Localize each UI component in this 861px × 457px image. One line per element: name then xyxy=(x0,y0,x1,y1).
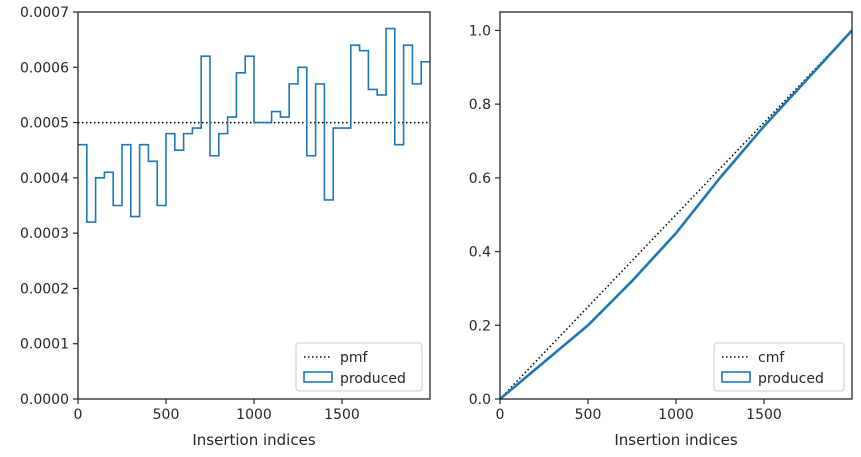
cmf-panel: 0 500 1000 1500 0.0 0.2 0.4 0.6 0.8 1.0 Insertion … xyxy=(469,11,853,449)
y-tick-label: 0.2 xyxy=(469,318,491,334)
legend-box xyxy=(713,342,845,392)
x-tick-label: 500 xyxy=(575,407,602,423)
x-tick-label: 500 xyxy=(153,407,180,423)
x-tick-label: 1000 xyxy=(658,407,694,423)
legend: cmf produced xyxy=(713,342,845,392)
y-tick-label: 0.4 xyxy=(469,245,491,261)
plot-area xyxy=(78,27,430,223)
legend-swatch-produced xyxy=(721,371,751,383)
plot-area xyxy=(499,29,853,400)
y-tick-label: 0.0002 xyxy=(20,281,69,297)
x-tick-label: 1500 xyxy=(746,407,782,423)
x-axis-label: Insertion indices xyxy=(192,431,315,449)
legend-label-produced: produced xyxy=(340,371,406,387)
x-tick-label: 0 xyxy=(496,407,505,423)
legend: pmf produced xyxy=(295,342,423,392)
pmf-panel: 0 500 1000 1500 0.0000 0.0001 0.0002 0.0003 0.00… xyxy=(20,5,431,449)
x-axis-label: Insertion indices xyxy=(614,431,737,449)
y-tick-label: 1.0 xyxy=(469,23,491,39)
y-tick-label: 0.0000 xyxy=(20,392,69,408)
legend-label-produced: produced xyxy=(758,371,824,387)
y-tick-label: 0.0 xyxy=(469,392,491,408)
axes-frame xyxy=(499,11,853,400)
y-tick-label: 0.0003 xyxy=(20,226,69,242)
y-tick-label: 0.0001 xyxy=(20,337,69,353)
legend-label-pmf: pmf xyxy=(340,350,369,366)
legend-swatch-produced xyxy=(303,371,333,383)
x-tick-label: 1500 xyxy=(324,407,360,423)
y-tick-label: 0.0004 xyxy=(20,171,69,187)
cmf-line xyxy=(499,29,853,400)
y-tick-label: 0.8 xyxy=(469,97,491,113)
y-tick-label: 0.0006 xyxy=(20,60,69,76)
produced-line xyxy=(78,27,430,223)
x-tick-label: 1000 xyxy=(236,407,272,423)
legend-box xyxy=(295,342,423,392)
legend-label-cmf: cmf xyxy=(758,350,785,366)
y-tick-label: 0.0007 xyxy=(20,5,69,21)
produced-line xyxy=(499,29,853,400)
y-tick-label: 0.6 xyxy=(469,171,491,187)
x-tick-label: 0 xyxy=(74,407,83,423)
y-tick-label: 0.0005 xyxy=(20,116,69,132)
